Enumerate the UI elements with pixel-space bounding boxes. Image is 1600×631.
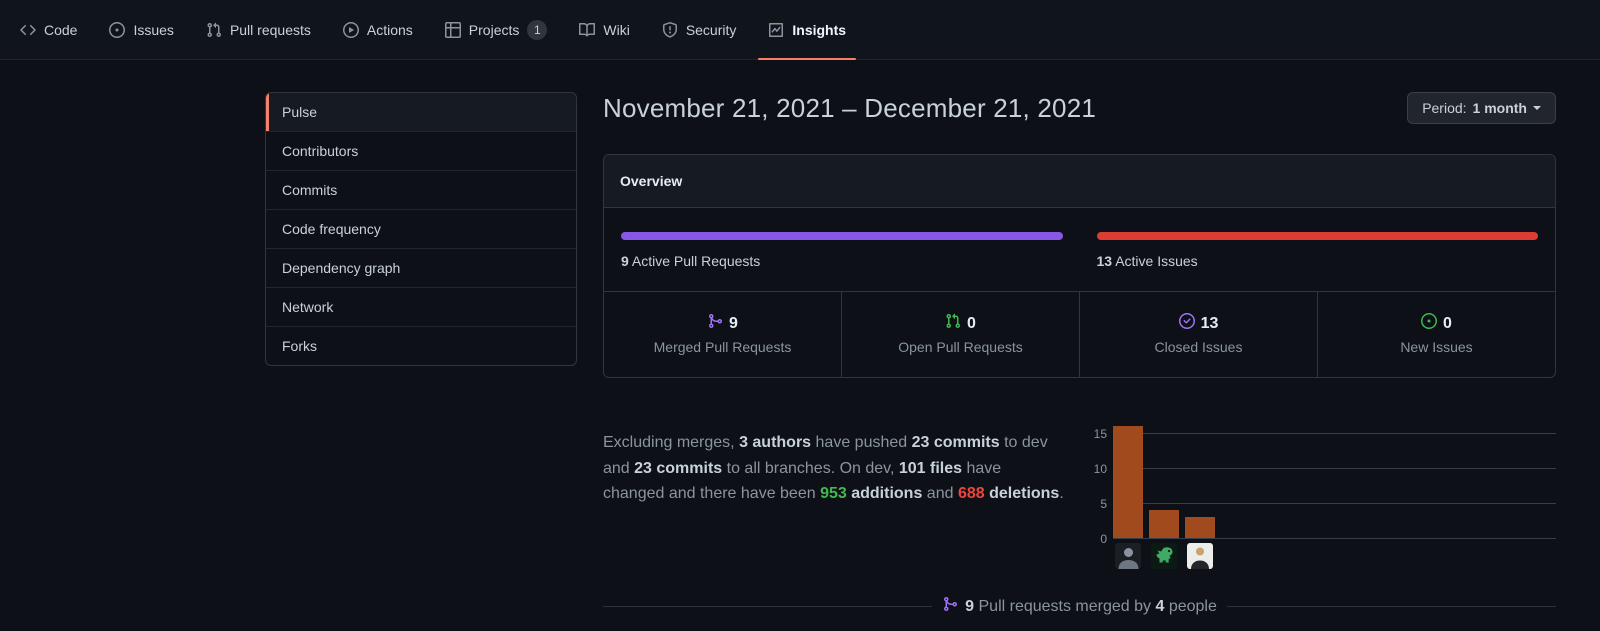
commit-bar-author-2[interactable]: [1149, 510, 1179, 538]
stat-value: 13: [1200, 314, 1219, 332]
stat-merged-pull-requests[interactable]: 9 Merged Pull Requests: [604, 292, 841, 377]
page-title: November 21, 2021 – December 21, 2021: [603, 92, 1097, 123]
graph-icon: [768, 22, 784, 38]
stat-value: 0: [967, 314, 976, 332]
insights-sidebar: Pulse Contributors Commits Code frequenc…: [265, 92, 577, 366]
git-merge-icon: [707, 313, 723, 334]
tab-projects[interactable]: Projects 1: [429, 0, 564, 59]
sidebar-item-dependency-graph[interactable]: Dependency graph: [266, 249, 576, 288]
repo-tab-bar: Code Issues Pull requests Actions Projec…: [0, 0, 1600, 60]
stat-closed-issues[interactable]: 13 Closed Issues: [1079, 292, 1317, 377]
commit-bar-author-1[interactable]: [1113, 426, 1143, 538]
stat-open-pull-requests[interactable]: 0 Open Pull Requests: [841, 292, 1079, 377]
author-avatar-2[interactable]: [1151, 543, 1177, 569]
tab-pull-requests[interactable]: Pull requests: [190, 0, 327, 59]
sidebar-item-commits[interactable]: Commits: [266, 171, 576, 210]
commit-summary-row: Excluding merges, 3 authors have pushed …: [603, 420, 1556, 569]
author-avatars: [1115, 543, 1556, 569]
y-tick-0: 0: [1100, 532, 1107, 546]
stat-label: New Issues: [1400, 339, 1473, 355]
gridline-15: [1113, 433, 1556, 434]
sidebar-item-pulse[interactable]: Pulse: [266, 93, 576, 132]
stat-value: 9: [729, 314, 738, 332]
stat-label: Closed Issues: [1154, 339, 1243, 355]
shield-icon: [662, 21, 678, 38]
tab-label: Pull requests: [229, 21, 311, 38]
git-pull-request-icon: [206, 22, 222, 38]
issue-opened-icon: [1421, 313, 1438, 334]
activity-bars: 9 Active Pull Requests 13 Active Issues: [604, 208, 1555, 291]
tab-wiki[interactable]: Wiki: [563, 0, 645, 59]
book-icon: [579, 22, 596, 38]
tab-actions[interactable]: Actions: [327, 0, 429, 59]
gridline-0: [1113, 538, 1556, 539]
merged-section-text: 9 Pull requests merged by 4 people: [965, 597, 1217, 615]
active-pull-requests-bar: [621, 232, 1063, 240]
projects-count-badge: 1: [527, 19, 548, 40]
gridline-10: [1113, 468, 1556, 469]
active-pull-requests-column: 9 Active Pull Requests: [604, 208, 1080, 291]
stat-label: Open Pull Requests: [898, 339, 1023, 355]
y-tick-5: 5: [1100, 497, 1107, 511]
merged-section-header: 9 Pull requests merged by 4 people: [603, 596, 1557, 617]
tab-code[interactable]: Code: [4, 0, 93, 59]
sidebar-item-contributors[interactable]: Contributors: [266, 132, 576, 171]
play-icon: [342, 21, 359, 38]
author-avatar-3[interactable]: [1187, 543, 1213, 569]
overview-card-title: Overview: [604, 155, 1555, 208]
y-tick-15: 15: [1093, 427, 1107, 441]
issue-closed-icon: [1178, 313, 1195, 334]
pulse-main: November 21, 2021 – December 21, 2021 Pe…: [603, 92, 1557, 617]
tab-label: Insights: [792, 21, 847, 38]
y-tick-10: 10: [1093, 462, 1107, 476]
chart-plot-area: 15 10 5 0: [1094, 424, 1556, 545]
tab-label: Projects: [468, 21, 520, 38]
sidebar-item-code-frequency[interactable]: Code frequency: [266, 210, 576, 249]
tab-label: Issues: [133, 21, 174, 38]
active-pull-requests-label: 9 Active Pull Requests: [621, 253, 761, 269]
pulse-header: November 21, 2021 – December 21, 2021 Pe…: [603, 92, 1556, 124]
stat-label: Merged Pull Requests: [653, 339, 792, 355]
gridline-5: [1113, 503, 1556, 504]
commits-per-author-chart: 15 10 5 0: [1089, 420, 1556, 569]
sidebar-item-forks[interactable]: Forks: [282, 338, 317, 354]
tab-label: Actions: [366, 21, 413, 38]
overview-stats: 9 Merged Pull Requests 0 Open Pull Reque…: [604, 291, 1555, 377]
tab-insights[interactable]: Insights: [752, 0, 862, 60]
divider-line: [1226, 606, 1557, 607]
commit-bar-author-3[interactable]: [1185, 517, 1215, 538]
author-avatar-1[interactable]: [1115, 543, 1141, 569]
period-prefix: Period:: [1422, 100, 1467, 116]
table-icon: [444, 21, 461, 38]
tab-label: Code: [44, 21, 78, 38]
code-icon: [20, 22, 36, 38]
active-issues-label: 13 Active Issues: [1096, 253, 1198, 269]
stat-value: 0: [1443, 314, 1452, 332]
chevron-down-icon: [1533, 106, 1541, 114]
period-dropdown-button[interactable]: Period: 1 month: [1407, 92, 1556, 124]
git-pull-request-icon: [945, 313, 961, 334]
git-merge-icon: [942, 596, 958, 617]
period-value: 1 month: [1472, 100, 1527, 116]
tab-label: Wiki: [603, 21, 630, 38]
issue-opened-icon: [109, 21, 126, 38]
commit-summary-text: Excluding merges, 3 authors have pushed …: [603, 434, 1064, 502]
active-issues-column: 13 Active Issues: [1080, 208, 1556, 291]
page-body: Pulse Contributors Commits Code frequenc…: [0, 60, 1600, 617]
tab-security[interactable]: Security: [646, 0, 753, 59]
divider-line: [603, 606, 933, 607]
tab-issues[interactable]: Issues: [93, 0, 189, 59]
tab-label: Security: [685, 21, 737, 38]
overview-card: Overview 9 Active Pull Requests 13 Activ…: [603, 154, 1556, 378]
merged-section-title: 9 Pull requests merged by 4 people: [932, 596, 1227, 617]
active-issues-bar: [1096, 232, 1538, 240]
stat-new-issues[interactable]: 0 New Issues: [1317, 292, 1555, 377]
sidebar-item-network[interactable]: Network: [266, 288, 576, 327]
